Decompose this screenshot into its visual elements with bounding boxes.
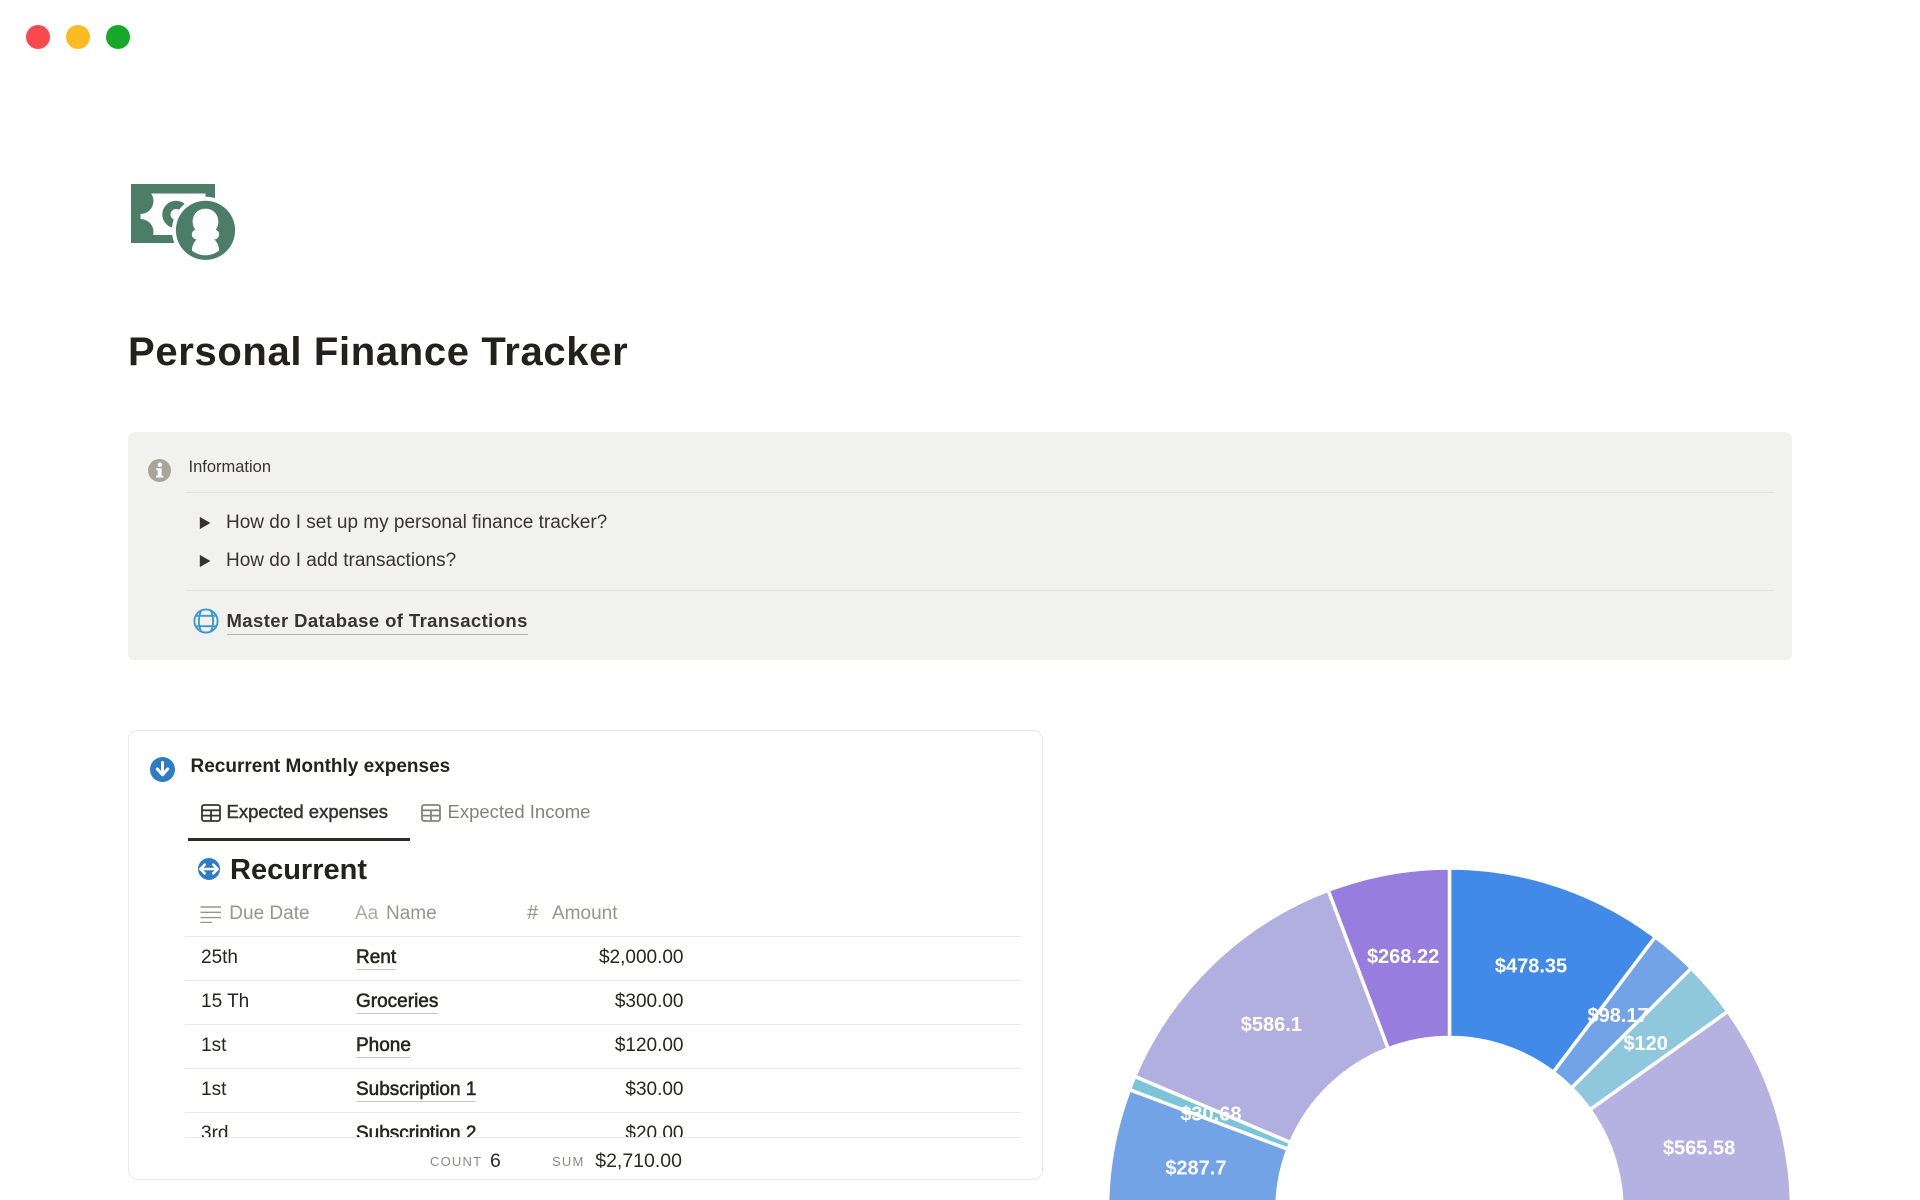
svg-text:$30.68: $30.68 bbox=[1180, 1104, 1241, 1126]
svg-text:$586.1: $586.1 bbox=[1241, 1014, 1302, 1036]
svg-text:$98.17: $98.17 bbox=[1588, 1005, 1649, 1027]
svg-text:$287.7: $287.7 bbox=[1165, 1158, 1226, 1180]
svg-text:$478.35: $478.35 bbox=[1495, 955, 1567, 977]
svg-text:$565.58: $565.58 bbox=[1663, 1138, 1735, 1160]
svg-text:$268.22: $268.22 bbox=[1367, 946, 1439, 968]
svg-text:$120: $120 bbox=[1623, 1033, 1668, 1055]
